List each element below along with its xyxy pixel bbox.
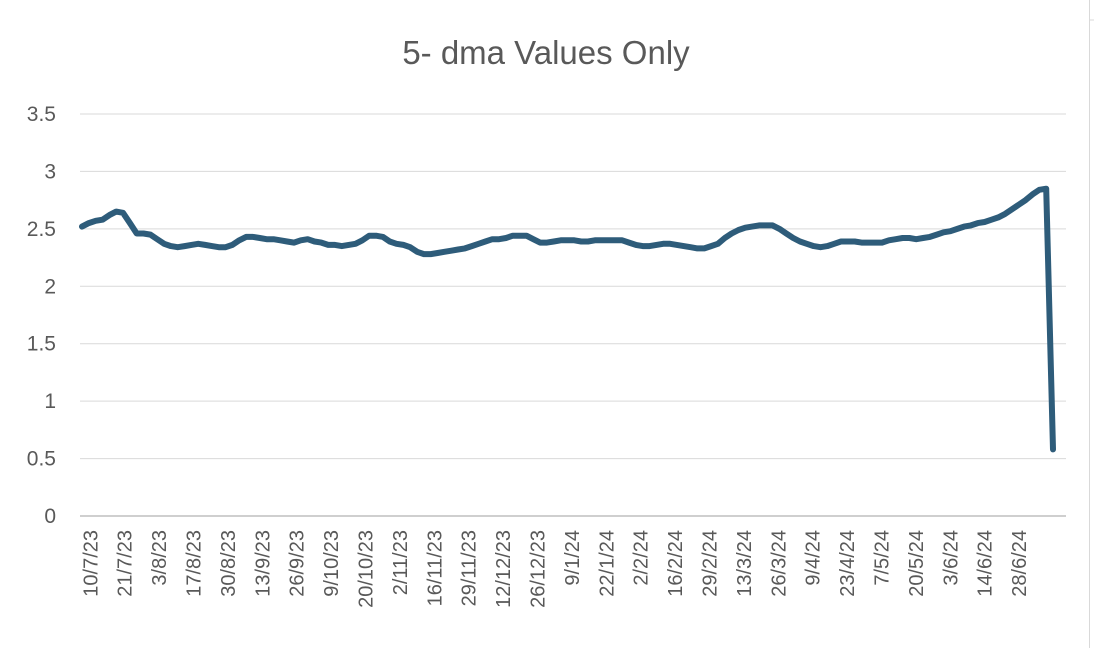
- x-tick-label: 20/10/23: [355, 530, 377, 608]
- x-tick-label: 26/3/24: [768, 530, 790, 597]
- y-tick-label: 3: [44, 160, 56, 183]
- x-tick-label: 16/2/24: [665, 530, 687, 597]
- grid-lines: [80, 113, 1066, 460]
- x-tick-label: 14/6/24: [975, 530, 997, 597]
- x-tick-label: 2/2/24: [631, 530, 653, 586]
- x-axis-tick-labels: 10/7/23 21/7/23 3/8/23 17/8/23 30/8/23 13/9/2…: [80, 530, 1031, 608]
- x-tick-label: 13/3/24: [734, 530, 756, 597]
- y-tick-label: 1.5: [27, 333, 56, 356]
- x-tick-label: 9/1/24: [562, 530, 584, 586]
- x-tick-label: 21/7/23: [115, 530, 137, 597]
- x-tick-label: 20/5/24: [906, 530, 928, 597]
- y-tick-label: 2: [44, 275, 56, 298]
- x-tick-label: 13/9/23: [252, 530, 274, 597]
- y-tick-label: 0: [44, 505, 56, 528]
- x-tick-label: 3/6/24: [940, 530, 962, 586]
- x-tick-label: 29/11/23: [459, 530, 481, 606]
- y-axis-tick-labels: 0 0.5 1 1.5 2 2.5 3 3.5: [27, 103, 56, 528]
- x-tick-label: 16/11/23: [424, 530, 446, 606]
- x-tick-label: 3/8/23: [149, 530, 171, 586]
- y-tick-label: 0.5: [27, 448, 56, 471]
- x-tick-label: 2/11/23: [390, 530, 412, 595]
- chart-title: 5- dma Values Only: [402, 34, 690, 71]
- x-tick-label: 9/10/23: [321, 530, 343, 597]
- series-line: [79, 185, 1056, 453]
- x-tick-label: 30/8/23: [218, 530, 240, 597]
- y-tick-label: 2.5: [27, 218, 56, 241]
- x-tick-label: 12/12/23: [493, 530, 515, 608]
- x-tick-label: 17/8/23: [183, 530, 205, 597]
- y-tick-label: 3.5: [27, 103, 56, 126]
- x-tick-label: 10/7/23: [80, 530, 102, 597]
- y-tick-label: 1: [44, 390, 56, 413]
- x-tick-label: 26/12/23: [527, 530, 549, 608]
- x-tick-label: 23/4/24: [837, 530, 859, 597]
- x-tick-label: 29/2/24: [699, 530, 721, 597]
- x-tick-label: 7/5/24: [871, 530, 893, 586]
- x-tick-label: 9/4/24: [803, 530, 825, 586]
- x-tick-label: 26/9/23: [287, 530, 309, 597]
- x-tick-label: 28/6/24: [1009, 530, 1031, 597]
- x-tick-label: 22/1/24: [596, 530, 618, 597]
